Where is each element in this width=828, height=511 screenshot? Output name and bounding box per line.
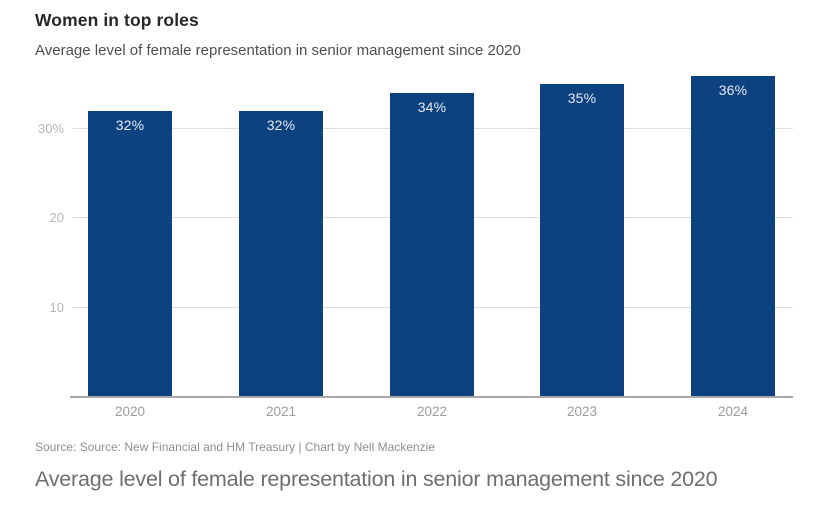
y-tick-label: 10: [49, 299, 64, 315]
x-tick-label: 2021: [265, 404, 297, 419]
bar-value-label: 32%: [115, 117, 145, 134]
x-axis-line: [70, 396, 793, 398]
y-tick-label: 30%: [37, 121, 64, 137]
plot-area: 32% 32% 34% 35% 36%: [72, 70, 793, 397]
bar-2022: 34%: [390, 93, 474, 397]
bottom-caption: Average level of female representation i…: [35, 467, 718, 491]
x-tick-label: 2023: [566, 404, 598, 419]
bar-2021: 32%: [239, 111, 323, 397]
bar-2020: 32%: [88, 111, 172, 397]
source-note: Source: Source: New Financial and HM Tre…: [35, 440, 435, 454]
x-tick-label: 2022: [416, 404, 448, 419]
bar-value-label: 34%: [417, 99, 447, 116]
y-tick-label: 20: [49, 210, 64, 226]
bar-value-label: 32%: [266, 117, 296, 134]
chart-title: Women in top roles: [35, 10, 199, 30]
bar-value-label: 35%: [567, 90, 597, 107]
chart-subtitle: Average level of female representation i…: [35, 42, 521, 59]
bar-value-label: 36%: [718, 81, 748, 98]
x-tick-label: 2024: [717, 404, 749, 419]
x-tick-label: 2020: [114, 404, 146, 419]
bar-2024: 36%: [691, 75, 775, 397]
bar-2023: 35%: [540, 84, 624, 397]
